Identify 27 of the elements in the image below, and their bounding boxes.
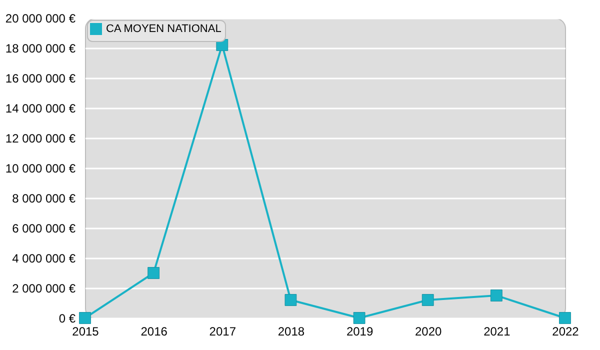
point	[148, 267, 160, 279]
y-tick-label: 10 000 000 €	[5, 162, 76, 176]
y-tick-label: 20 000 000 €	[5, 12, 76, 26]
x-tick-label: 2020	[415, 324, 442, 338]
y-tick-label: 14 000 000 €	[5, 102, 76, 116]
x-tick-label: 2019	[346, 324, 374, 338]
x-tick-label: 2015	[72, 324, 100, 338]
x-tick-label: 2017	[209, 324, 236, 338]
point	[490, 290, 502, 302]
point	[422, 294, 434, 306]
point	[559, 312, 571, 324]
y-tick-label: 16 000 000 €	[5, 72, 76, 86]
legend-label: CA MOYEN NATIONAL	[106, 23, 222, 35]
y-tick-label: 2 000 000 €	[12, 282, 76, 296]
x-tick-label: 2021	[484, 324, 511, 338]
point	[353, 312, 366, 324]
point	[79, 312, 91, 324]
x-tick-label: 2018	[278, 324, 305, 338]
y-tick-label: 12 000 000 €	[5, 132, 76, 146]
y-tick-label: 18 000 000 €	[5, 42, 76, 56]
x-tick-label: 2022	[552, 324, 580, 338]
point	[284, 294, 297, 306]
y-tick-label: 8 000 000 €	[12, 192, 76, 206]
y-tick-label: 0 €	[58, 312, 76, 326]
y-tick-label: 4 000 000 €	[12, 252, 76, 266]
y-tick-label: 6 000 000 €	[12, 222, 76, 236]
x-tick-label: 2016	[140, 324, 168, 338]
